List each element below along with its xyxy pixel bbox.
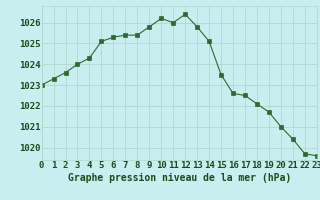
X-axis label: Graphe pression niveau de la mer (hPa): Graphe pression niveau de la mer (hPa) [68,173,291,183]
